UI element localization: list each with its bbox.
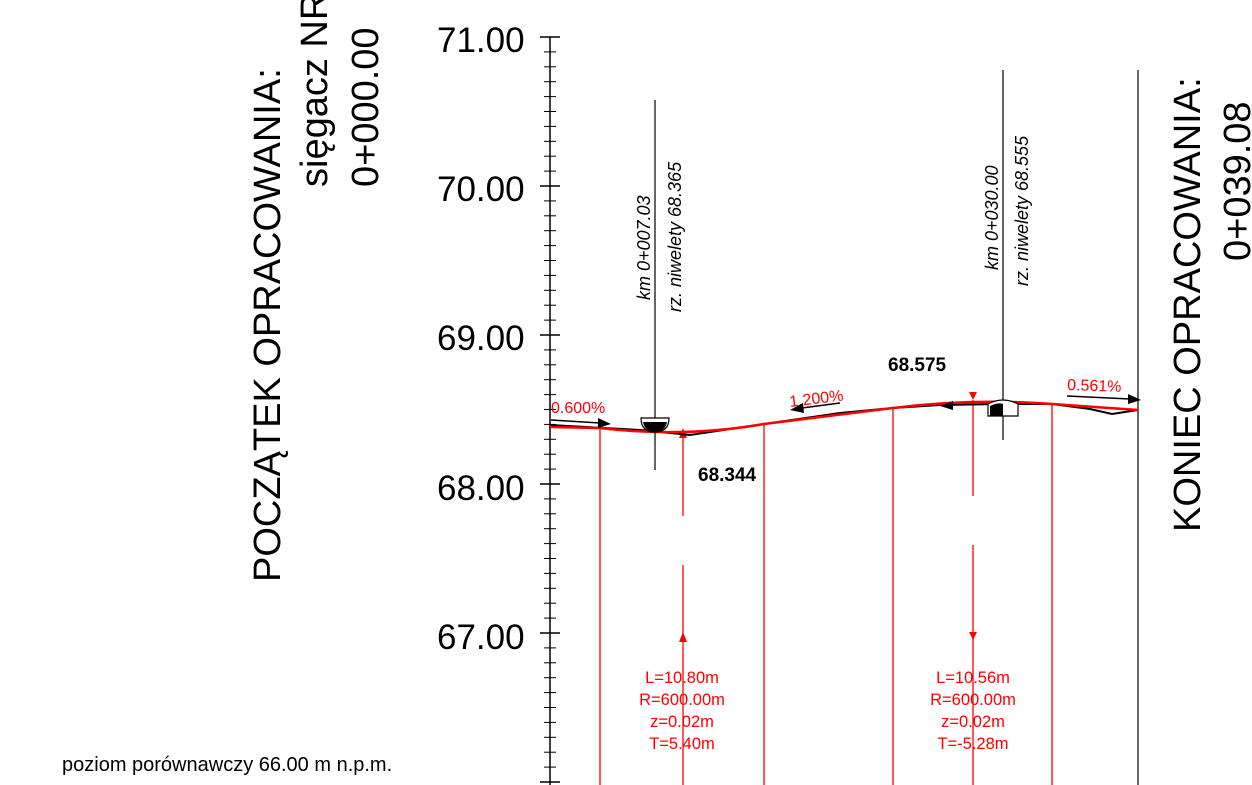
slope-1-label: 0.600% <box>551 400 605 417</box>
curve1-lower-arrow <box>679 632 687 642</box>
elevation-label-69: 69.00 <box>437 319 525 358</box>
elevation-label-68: 68.00 <box>437 469 525 508</box>
end-label: KONIEC OPRACOWANIA: 0+039.08 <box>1167 77 1252 532</box>
point-1: km 0+007.03 rz. niwelety 68.365 <box>634 100 685 470</box>
curve-1-T: T=5.40m <box>649 735 715 753</box>
elevation-label-70: 70.00 <box>437 170 525 209</box>
curve-1-z: z=0.02m <box>650 713 714 731</box>
slope-1: 0.600% <box>550 400 611 428</box>
end-label-line1: KONIEC OPRACOWANIA: <box>1167 77 1209 532</box>
slope-2b-arrow <box>940 401 953 410</box>
curve-1-params: L=10.80m R=600.00m z=0.02m T=5.40m <box>639 669 725 753</box>
start-label-line1: POCZĄTEK OPRACOWANIA: <box>247 68 289 582</box>
high-point-value: 68.575 <box>888 355 947 376</box>
curve-boundary-lines <box>599 404 1053 785</box>
slope-3: 0.561% <box>1067 377 1141 404</box>
elevation-label-67: 67.00 <box>437 618 525 657</box>
curve2-apex-arrow <box>969 392 977 400</box>
curve-2-T: T=-5.28m <box>937 735 1008 753</box>
curve-2-R: R=600.00m <box>930 691 1016 709</box>
point-1-grade: rz. niwelety 68.365 <box>665 161 685 312</box>
curve2-lower-arrow <box>969 632 977 640</box>
start-label-line3: 0+000.00 <box>345 27 387 187</box>
elevation-label-71: 71.00 <box>437 21 525 60</box>
curve-2-L: L=10.56m <box>936 669 1010 687</box>
point-1-km: km 0+007.03 <box>634 195 654 300</box>
point-2-km: km 0+030.00 <box>982 165 1002 270</box>
curve-2-params: L=10.56m R=600.00m z=0.02m T=-5.28m <box>930 669 1016 753</box>
start-label-line2: sięgacz NR1 <box>294 0 336 187</box>
point-2: km 0+030.00 rz. niwelety 68.555 <box>982 70 1032 440</box>
curve-1-R: R=600.00m <box>639 691 725 709</box>
curve-2-z: z=0.02m <box>941 713 1005 731</box>
datum-level: poziom porównawczy 66.00 m n.p.m. <box>62 754 392 776</box>
slope-3-label: 0.561% <box>1067 377 1122 396</box>
start-label: POCZĄTEK OPRACOWANIA: sięgacz NR1 0+000.… <box>247 0 387 582</box>
low-point-value: 68.344 <box>698 465 757 486</box>
design-grade-line <box>549 400 1139 434</box>
end-label-line2: 0+039.08 <box>1217 101 1252 261</box>
slope-2: 1.200% <box>788 387 844 413</box>
point-2-grade: rz. niwelety 68.555 <box>1012 135 1032 286</box>
elevation-axis: 71.00 70.00 69.00 68.00 67.00 <box>437 21 560 785</box>
curve-1-L: L=10.80m <box>645 669 719 687</box>
axis-ticks <box>540 36 560 783</box>
curve-mid-lines <box>682 400 974 785</box>
